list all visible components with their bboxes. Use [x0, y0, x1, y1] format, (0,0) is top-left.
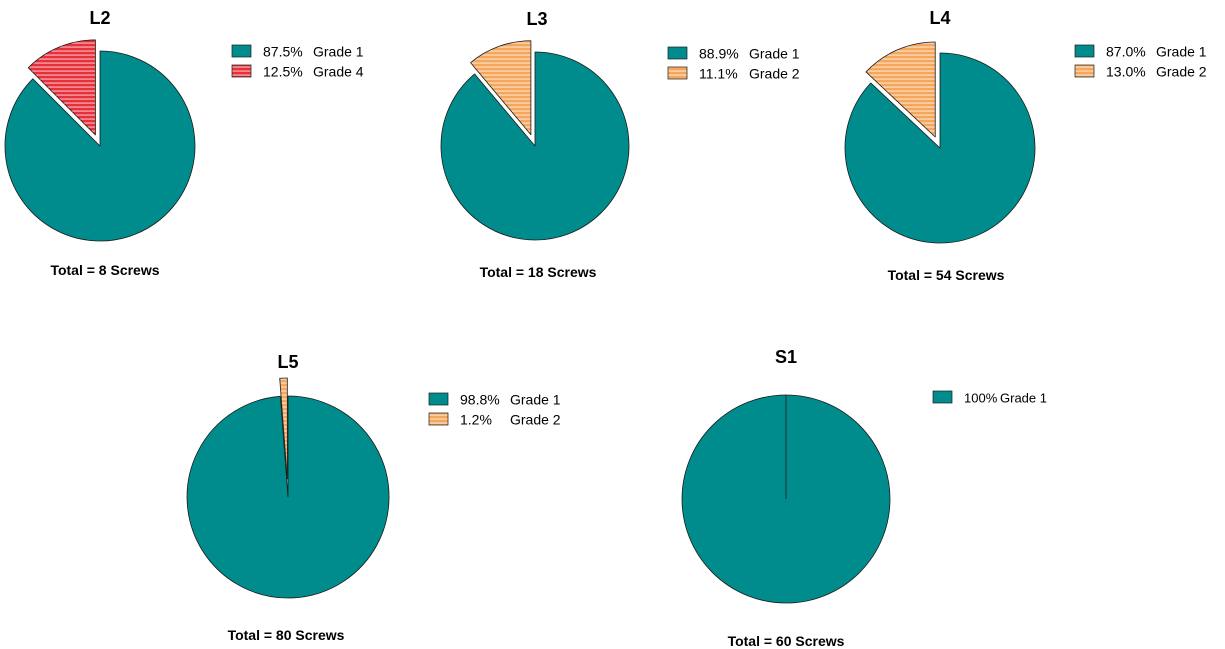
total-screws-label: Total = 54 Screws [888, 267, 1005, 283]
pie-slice-grade-2 [865, 41, 936, 138]
pie-slices [440, 40, 630, 241]
legend-percent: 88.9% [699, 46, 739, 62]
pie-slice-grade-1 [844, 52, 1036, 244]
legend-percent: 87.5% [263, 44, 303, 60]
pie-chart-l3: L3 88.9% Grade 1 11.1% Grade 2 Total = 18 Scr… [440, 9, 800, 280]
charts-root: L2 87.5% Grade 1 12.5% Grade 4 Total = 8 Scre… [4, 8, 1207, 649]
legend-percent: 13.0% [1106, 64, 1146, 80]
legend-label: Grade 1 [749, 46, 800, 62]
legend-label: Grade 2 [510, 412, 561, 428]
legend-swatch-grade-2 [1074, 64, 1095, 78]
legend-label: Grade 1 [313, 44, 364, 60]
chart-legend: 88.9% Grade 1 11.1% Grade 2 [667, 46, 800, 82]
total-screws-label: Total = 18 Screws [480, 264, 597, 280]
legend-percent: 11.1% [699, 66, 738, 82]
legend-label: Grade 4 [313, 64, 364, 80]
pie-slices [681, 394, 891, 604]
pie-chart-s1: S1 100% Grade 1 Total = 60 Screws [681, 347, 1047, 649]
chart-legend: 87.0% Grade 1 13.0% Grade 2 [1074, 44, 1207, 80]
total-screws-label: Total = 8 Screws [50, 262, 159, 278]
legend-swatch-grade-2 [428, 412, 449, 426]
legend-label: Grade 2 [749, 66, 800, 82]
pie-slice-grade-1 [4, 50, 196, 242]
legend-label: Grade 2 [1156, 64, 1207, 80]
pie-slices [4, 39, 196, 242]
pie-slice-grade-2 [279, 377, 288, 480]
chart-title: S1 [775, 347, 797, 367]
legend-swatch-grade-1 [667, 46, 688, 60]
legend-label: Grade 1 [510, 392, 561, 408]
chart-legend: 87.5% Grade 1 12.5% Grade 4 [231, 44, 364, 80]
legend-percent: 98.8% [460, 392, 500, 408]
legend-percent: 87.0% [1106, 44, 1146, 60]
chart-legend: 98.8% Grade 1 1.2% Grade 2 [428, 392, 561, 428]
pie-slice-grade-1 [186, 395, 390, 599]
legend-swatch-grade-1 [428, 392, 449, 406]
legend-label: Grade 1 [1000, 391, 1047, 406]
legend-percent: 12.5% [263, 64, 303, 80]
chart-title: L5 [277, 352, 298, 372]
legend-swatch-grade-1 [1074, 44, 1095, 58]
chart-legend: 100% Grade 1 [932, 390, 1047, 406]
pie-slices [186, 377, 390, 599]
chart-title: L2 [89, 8, 110, 28]
legend-swatch-grade-1 [231, 44, 252, 58]
legend-percent: 1.2% [460, 412, 492, 428]
pie-chart-l5: L5 98.8% Grade 1 1.2% Grade 2 Total = 80 Scre… [186, 352, 561, 643]
legend-swatch-grade-4 [231, 64, 252, 78]
total-screws-label: Total = 80 Screws [228, 627, 345, 643]
legend-percent: 100% [964, 391, 998, 406]
chart-title: L4 [929, 8, 950, 28]
pie-chart-l2: L2 87.5% Grade 1 12.5% Grade 4 Total = 8 Scre… [4, 8, 364, 278]
pie-slice-grade-2 [470, 40, 532, 136]
pie-slice-grade-4 [27, 39, 96, 136]
pie-chart-l4: L4 87.0% Grade 1 13.0% Grade 2 Total = 54 Scr… [844, 8, 1207, 283]
pie-slices [844, 41, 1036, 244]
total-screws-label: Total = 60 Screws [728, 633, 845, 649]
legend-swatch-grade-1 [932, 390, 953, 404]
legend-label: Grade 1 [1156, 44, 1207, 60]
legend-swatch-grade-2 [667, 66, 688, 80]
pie-slice-grade-1 [440, 51, 630, 241]
chart-title: L3 [526, 9, 547, 29]
